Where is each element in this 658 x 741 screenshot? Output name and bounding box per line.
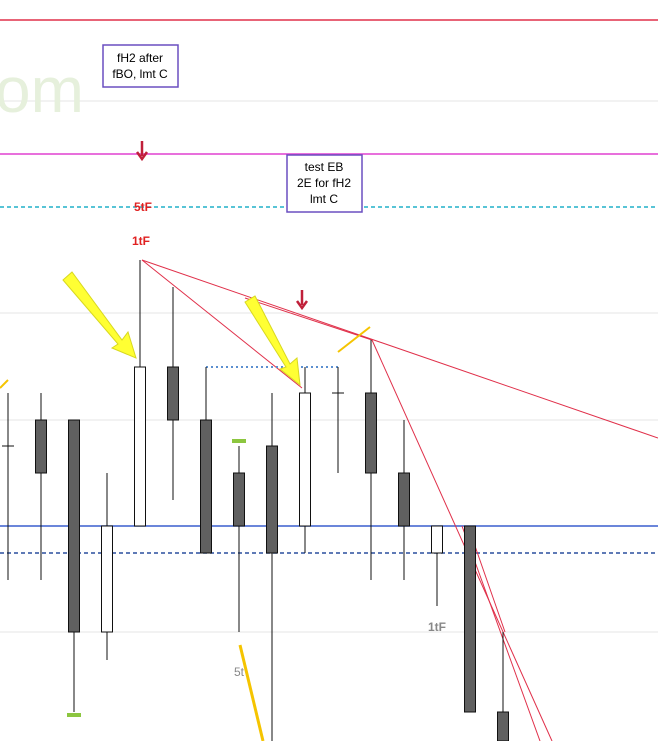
annotation-text: fH2 after xyxy=(117,51,163,65)
annotation-box xyxy=(102,44,179,88)
body xyxy=(233,472,245,527)
body xyxy=(101,525,113,633)
annotation-text: 2E for fH2 xyxy=(297,176,351,190)
annotation: test EB 2E for fH2 lmt C xyxy=(286,154,363,213)
body xyxy=(431,525,443,554)
body xyxy=(167,366,179,421)
trend-line xyxy=(141,259,303,389)
label: 5tF xyxy=(134,200,152,214)
drawings xyxy=(0,259,658,741)
marker xyxy=(0,379,9,389)
arrows xyxy=(62,141,309,387)
trend-line xyxy=(141,259,658,439)
body xyxy=(464,525,476,713)
marker xyxy=(238,644,265,741)
watermark: om xyxy=(0,54,84,126)
body xyxy=(134,366,146,527)
body xyxy=(266,445,278,554)
red-arrow xyxy=(135,141,149,162)
body xyxy=(68,419,80,633)
body xyxy=(35,419,47,474)
annotation-text: fBO, lmt C xyxy=(112,67,168,81)
trend-line xyxy=(371,339,553,741)
red-arrow xyxy=(295,290,309,311)
label: 1tF xyxy=(132,234,150,248)
annotation: fH2 after fBO, lmt C xyxy=(102,44,179,88)
body xyxy=(299,392,311,527)
label: 5t xyxy=(234,665,245,679)
annotation-box xyxy=(286,154,363,213)
body xyxy=(398,472,410,527)
body xyxy=(200,419,212,554)
body xyxy=(365,392,377,474)
annotation-text: test EB xyxy=(305,160,344,174)
labels: 5tF 1tF 1tF 5t xyxy=(132,200,446,679)
label: 1tF xyxy=(428,620,446,634)
body xyxy=(497,711,509,741)
marker xyxy=(337,326,371,353)
annotation-text: lmt C xyxy=(310,192,338,206)
yellow-arrow xyxy=(62,271,137,359)
yellow-arrow xyxy=(244,295,301,387)
trend-line xyxy=(244,297,373,341)
